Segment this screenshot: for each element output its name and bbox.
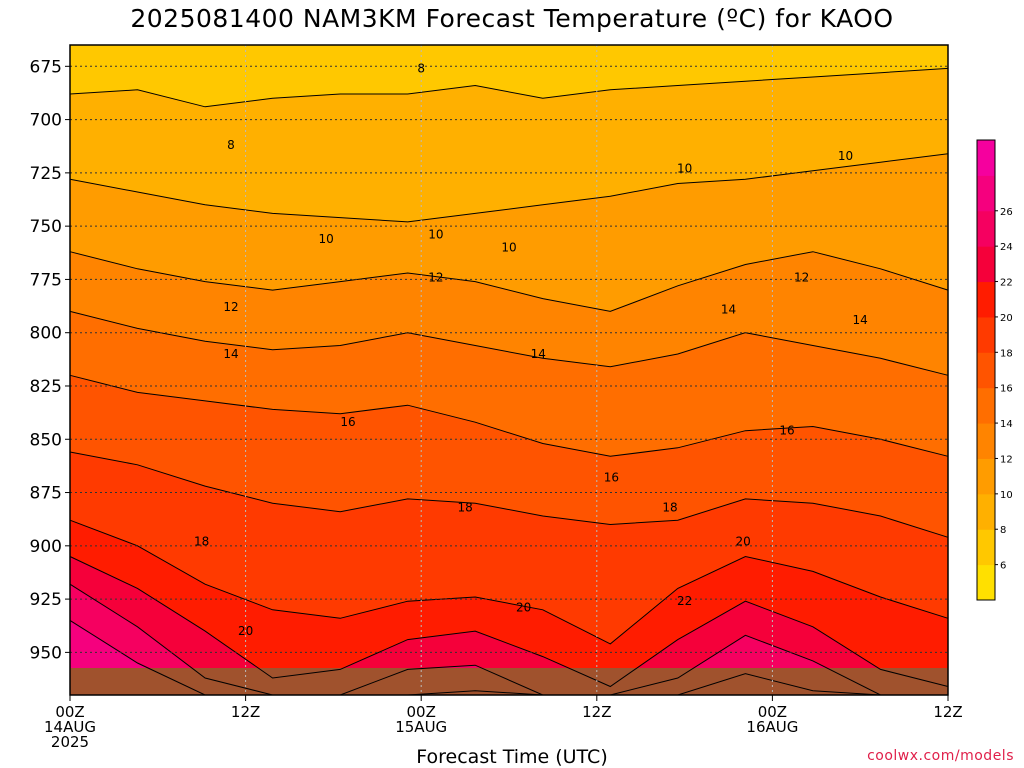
- x-tick-label-h48-0: 00Z: [758, 703, 787, 721]
- x-tick-label-h36-0: 12Z: [582, 703, 611, 721]
- contour-label-19: 18: [194, 535, 209, 549]
- isotherm-14c: [69, 310, 949, 376]
- ground-layer: [70, 668, 948, 695]
- contour-label-4: 10: [501, 240, 516, 254]
- contour-label-13: 14: [853, 313, 868, 327]
- colorbar-label-10: 10: [1000, 490, 1013, 501]
- isotherm-8c: [69, 67, 949, 108]
- contour-label-17: 18: [457, 500, 472, 514]
- band-above-24: [70, 584, 948, 695]
- isotherm-10c: [69, 153, 949, 223]
- x-tick-label-h60-0: 12Z: [933, 703, 962, 721]
- x-tick-label-h0-0: 00Z: [55, 703, 84, 721]
- y-tick-label-775: 775: [30, 270, 62, 290]
- colorbar-label-20: 20: [1000, 313, 1013, 324]
- temperature-fill-layer: [70, 45, 948, 695]
- colorbar-swatch-6: [977, 352, 995, 389]
- colorbar-swatch-1: [977, 529, 995, 566]
- colorbar-swatch-7: [977, 316, 995, 353]
- contour-label-18: 18: [662, 500, 677, 514]
- colorbar-frame: [976, 139, 996, 601]
- plot-frame: [69, 44, 949, 696]
- y-tick-label-850: 850: [30, 430, 62, 450]
- x-tick-label-h0-1: 14AUG: [44, 718, 96, 736]
- y-tick-label-800: 800: [30, 324, 62, 344]
- contour-label-20: 20: [238, 624, 253, 638]
- chart-title: 2025081400 NAM3KM Forecast Temperature (…: [130, 4, 894, 33]
- colorbar-swatch-10: [977, 210, 995, 247]
- colorbar-swatch-11: [977, 175, 995, 212]
- contour-label-3: 10: [428, 228, 443, 242]
- y-tick-label-900: 900: [30, 537, 62, 557]
- x-axis-title: Forecast Time (UTC): [416, 746, 608, 768]
- x-tick-label-h0-2: 2025: [51, 733, 89, 751]
- x-tick-label-h12-0: 12Z: [231, 703, 260, 721]
- colorbar-label-26: 26: [1000, 207, 1013, 218]
- grid-layer: [70, 45, 948, 695]
- contour-label-0: 8: [417, 61, 425, 75]
- contour-labels-layer: 8 8 10 10 10 10 10 12 12 12 14 14 14 14 16 16 16 18 18 18 20…: [194, 61, 868, 638]
- colorbar-label-16: 16: [1000, 384, 1013, 395]
- isotherm-12c: [69, 251, 949, 312]
- colorbar-label-22: 22: [1000, 278, 1013, 289]
- contour-label-10: 14: [223, 347, 238, 361]
- contour-label-23: 22: [677, 594, 692, 608]
- contour-label-21: 20: [516, 601, 531, 615]
- y-tick-label-875: 875: [30, 484, 62, 504]
- isotherm-24c: [69, 583, 948, 696]
- y-tick-label-925: 925: [30, 590, 62, 610]
- colorbar: 6 8 10 12 14 16 18 20 22 24 26: [976, 139, 1013, 601]
- colorbar-label-14: 14: [1000, 419, 1013, 430]
- colorbar-label-8: 8: [1000, 525, 1006, 536]
- colorbar-label-18: 18: [1000, 348, 1013, 359]
- x-tick-label-h24-0: 00Z: [407, 703, 436, 721]
- y-tick-label-725: 725: [30, 164, 62, 184]
- ground: [70, 668, 948, 695]
- colorbar-swatch-2: [977, 493, 995, 530]
- y-tick-label-825: 825: [30, 377, 62, 397]
- isotherm-20c: [69, 519, 949, 645]
- colorbar-label-24: 24: [1000, 242, 1013, 253]
- isotherm-18c: [69, 451, 949, 538]
- isotherm-22c: [69, 556, 949, 688]
- contour-label-14: 16: [340, 415, 355, 429]
- y-axis: 675 700 725 750 775 800 825 850 875 900 925 950: [30, 57, 70, 663]
- plot-frame-layer: [69, 44, 949, 696]
- contour-label-7: 12: [223, 300, 238, 314]
- y-tick-label-750: 750: [30, 217, 62, 237]
- colorbar-label-6: 6: [1000, 561, 1006, 572]
- contour-label-16: 16: [779, 424, 794, 438]
- y-tick-label-950: 950: [30, 643, 62, 663]
- contour-label-8: 12: [428, 270, 443, 284]
- contour-label-6: 10: [838, 149, 853, 163]
- isotherm-16c: [69, 374, 949, 457]
- colorbar-swatch-5: [977, 387, 995, 424]
- contour-label-1: 8: [227, 138, 235, 152]
- contour-label-9: 12: [794, 270, 809, 284]
- colorbar-swatch-12: [977, 140, 995, 176]
- contour-label-2: 10: [318, 232, 333, 246]
- y-tick-label-700: 700: [30, 111, 62, 131]
- colorbar-swatch-3: [977, 458, 995, 495]
- x-tick-label-h48-1: 16AUG: [746, 718, 798, 736]
- colorbar-swatch-9: [977, 246, 995, 283]
- y-tick-label-675: 675: [30, 57, 62, 77]
- credit-link[interactable]: coolwx.com/models: [867, 748, 1014, 764]
- contour-label-22: 20: [735, 535, 750, 549]
- colorbar-swatch-0: [977, 564, 995, 601]
- colorbar-swatch-4: [977, 423, 995, 459]
- colorbar-label-12: 12: [1000, 454, 1013, 465]
- colorbar-swatch-8: [977, 281, 995, 318]
- contour-label-12: 14: [721, 302, 736, 316]
- contour-label-11: 14: [531, 347, 546, 361]
- contour-label-5: 10: [677, 162, 692, 176]
- contour-label-15: 16: [604, 471, 619, 485]
- x-tick-label-h24-1: 15AUG: [395, 718, 447, 736]
